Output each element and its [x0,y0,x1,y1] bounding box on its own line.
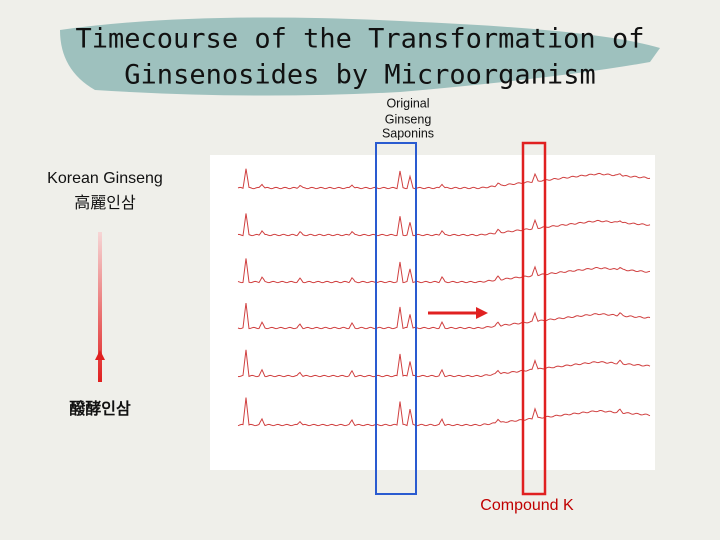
korean-ginseng-hanja: 高麗인삼 [74,194,136,212]
trace [237,349,651,378]
original-label: Original [386,96,429,110]
blue-box [375,142,417,495]
fermented-label: 醱酵인삼 [69,399,131,418]
original-label: Saponins [382,126,434,140]
chromatogram-traces [237,168,651,427]
trace [237,302,651,330]
trace [237,397,651,427]
arrow-head [476,307,488,319]
title-line: Ginsenosides by Microorganism [124,60,595,91]
process-arrow [98,232,102,382]
original-label: Ginseng [385,112,432,126]
korean-ginseng-label: Korean Ginseng [47,170,163,187]
trace [237,213,651,237]
trace [237,258,651,284]
trace [237,168,651,190]
process-arrow-head [95,350,105,360]
red-box [521,141,547,496]
title-brush [60,17,660,96]
compound-k-label: Compound K [480,497,574,514]
title-line: Timecourse of the Transformation of [76,24,645,55]
